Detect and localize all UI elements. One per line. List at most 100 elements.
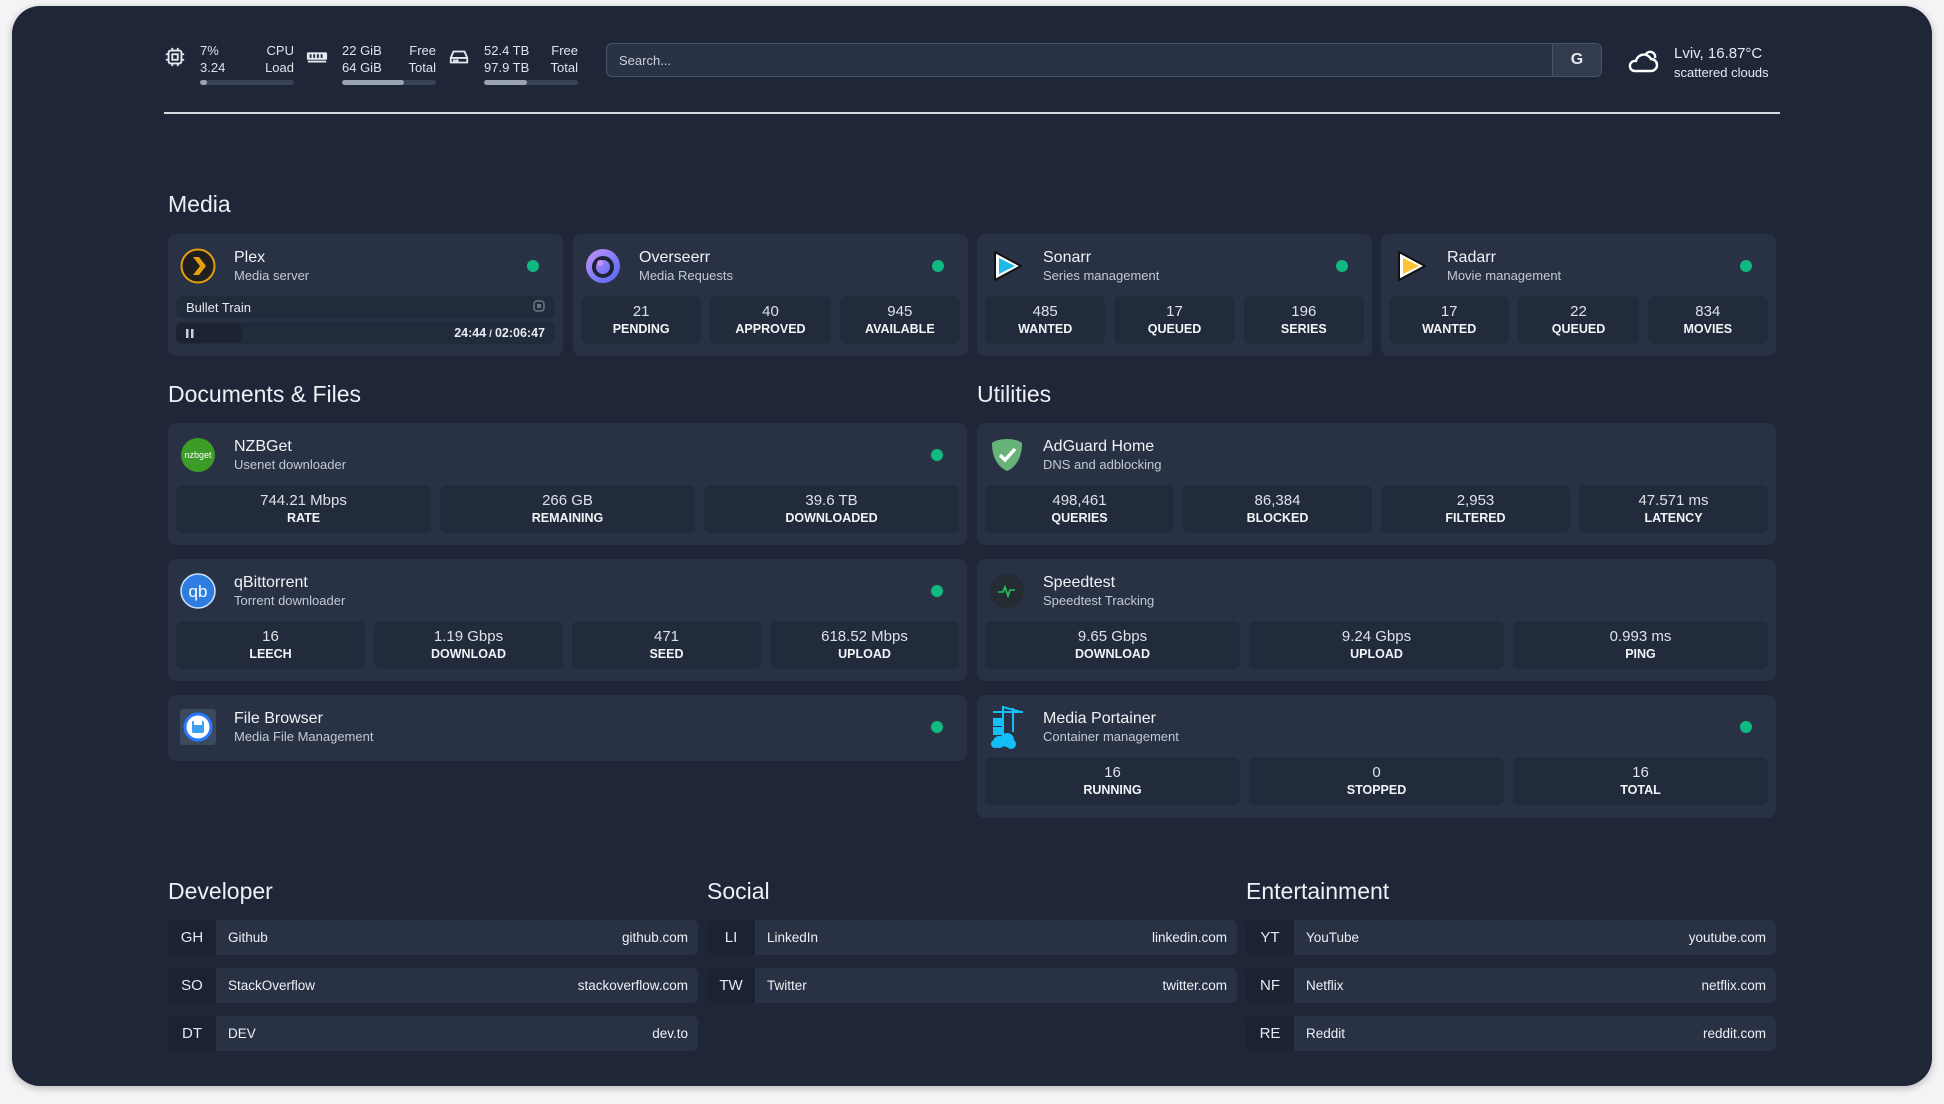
now-playing: Bullet Train (176, 296, 555, 318)
stat-label: PENDING (612, 322, 670, 336)
bookmark-github[interactable]: GH Github github.com (168, 920, 698, 955)
playback-position: 24:44 (454, 326, 487, 340)
bookmark-link[interactable]: Github github.com (216, 920, 698, 955)
header-divider (164, 112, 1780, 114)
stat-label: FILTERED (1445, 511, 1506, 525)
bookmark-stackoverflow[interactable]: SO StackOverflow stackoverflow.com (168, 968, 698, 1003)
card-title: Speedtest (1043, 574, 1116, 591)
bookmark-link[interactable]: Twitter twitter.com (755, 968, 1237, 1003)
service-card-radarr[interactable]: Radarr Movie management 17 WANTED 22 QUEUED 83… (1381, 234, 1776, 356)
cpu-bar (200, 80, 294, 85)
free-label: Free (551, 43, 578, 58)
sonarr-icon (989, 248, 1025, 284)
radarr-icon (1393, 248, 1429, 284)
bookmark-abbr: NF (1246, 968, 1294, 1003)
bookmark-link[interactable]: LinkedIn linkedin.com (755, 920, 1237, 955)
section-title-social: Social (707, 878, 770, 904)
card-stats: 17 WANTED 22 QUEUED 834 MOVIES (1389, 296, 1768, 344)
bookmark-url: youtube.com (1688, 930, 1766, 945)
service-card-sonarr[interactable]: Sonarr Series management 485 WANTED 17 QUEUED… (977, 234, 1372, 356)
bookmark-abbr: TW (707, 968, 755, 1003)
bookmark-link[interactable]: Netflix netflix.com (1294, 968, 1776, 1003)
stat-download: 9.65 Gbps DOWNLOAD (985, 621, 1240, 669)
section-title-developer: Developer (168, 878, 273, 904)
stat-value: 86,384 (1254, 492, 1301, 509)
bookmark-youtube[interactable]: YT YouTube youtube.com (1246, 920, 1776, 955)
now-playing-title: Bullet Train (186, 299, 252, 315)
stat-label: SEED (649, 647, 684, 661)
search-input[interactable] (607, 44, 1552, 76)
qbittorrent-icon: qb (180, 573, 216, 609)
service-card-nzbget[interactable]: nzbget NZBGet Usenet downloader 744.21 Mbps… (168, 423, 967, 545)
adguard-icon (989, 437, 1025, 473)
card-title: qBittorrent (234, 574, 308, 591)
service-card-file-browser[interactable]: File Browser Media File Management (168, 695, 967, 761)
stat-value: 40 (762, 303, 779, 320)
stat-queries: 498,461 QUERIES (985, 485, 1174, 533)
weather-location-temp: Lviv, 16.87°C (1674, 45, 1763, 62)
card-subtitle: Media server (234, 268, 310, 283)
bookmark-link[interactable]: YouTube youtube.com (1294, 920, 1776, 955)
status-indicator (1336, 260, 1348, 272)
card-stats: 16 LEECH 1.19 Gbps DOWNLOAD 471 SEED 618.52 Mb… (176, 621, 959, 669)
stat-label: TOTAL (1620, 783, 1661, 797)
service-card-overseerr[interactable]: Overseerr Media Requests 21 PENDING 40 APPROV… (573, 234, 968, 356)
memory-icon (306, 42, 328, 73)
stat-running: 16 RUNNING (985, 757, 1240, 805)
stat-label: AVAILABLE (864, 322, 935, 336)
stat-value: 471 (653, 628, 680, 645)
bookmark-name: Github (228, 930, 268, 945)
bookmark-linkedin[interactable]: LI LinkedIn linkedin.com (707, 920, 1237, 955)
bookmark-dev[interactable]: DT DEV dev.to (168, 1016, 698, 1051)
stat-label: WANTED (1422, 322, 1477, 336)
stat-label: QUERIES (1051, 511, 1108, 525)
card-title: NZBGet (234, 438, 292, 455)
card-stats: 485 WANTED 17 QUEUED 196 SERIES (985, 296, 1364, 344)
bookmark-link[interactable]: DEV dev.to (216, 1016, 698, 1051)
bookmark-url: reddit.com (1702, 1026, 1766, 1041)
bookmark-netflix[interactable]: NF Netflix netflix.com (1246, 968, 1776, 1003)
section-title-documents: Documents & Files (168, 381, 362, 407)
stat-value: 2,953 (1456, 492, 1495, 509)
card-header: AdGuard Home DNS and adblocking (985, 433, 1768, 477)
card-subtitle: Torrent downloader (234, 593, 346, 608)
bookmark-link[interactable]: StackOverflow stackoverflow.com (216, 968, 698, 1003)
transcode-icon (533, 299, 545, 315)
card-header: Overseerr Media Requests (581, 244, 960, 288)
stat-queued: 22 QUEUED (1518, 296, 1639, 344)
speedtest-icon (989, 573, 1025, 609)
weather-condition: scattered clouds (1674, 65, 1769, 80)
stat-label: DOWNLOAD (431, 647, 506, 661)
stat-value: 0 (1372, 764, 1381, 781)
bookmark-url: twitter.com (1162, 978, 1227, 993)
dashboard-frame (12, 6, 1932, 1086)
bookmark-reddit[interactable]: RE Reddit reddit.com (1246, 1016, 1776, 1051)
service-card-adguard-home[interactable]: AdGuard Home DNS and adblocking 498,461 QUE… (977, 423, 1776, 545)
stat-value: 16 (262, 628, 279, 645)
service-card-qbittorrent[interactable]: qb qBittorrent Torrent downloader 16 LEECH 1.… (168, 559, 967, 681)
plex-icon (180, 248, 216, 284)
status-indicator (931, 585, 943, 597)
stat-value: 9.65 Gbps (1077, 628, 1148, 645)
service-card-media-portainer[interactable]: Media Portainer Container management 16 RUN… (977, 695, 1776, 818)
stat-value: 16 (1632, 764, 1649, 781)
svg-text:nzbget: nzbget (184, 450, 212, 460)
stat-label: QUEUED (1551, 322, 1606, 336)
memory-free: 22 GiB (342, 43, 382, 58)
search-provider-button[interactable]: G (1552, 44, 1601, 76)
cpu-label: CPU (266, 43, 294, 58)
card-header: qb qBittorrent Torrent downloader (176, 569, 959, 613)
pause-button[interactable] (176, 323, 242, 343)
status-indicator (527, 260, 539, 272)
stat-label: LEECH (249, 647, 292, 661)
bookmark-twitter[interactable]: TW Twitter twitter.com (707, 968, 1237, 1003)
filebrowser-icon (180, 709, 216, 745)
stat-label: DOWNLOAD (1075, 647, 1150, 661)
disk-widget: 52.4 TB Free 97.9 TB Total (448, 42, 578, 85)
stat-stopped: 0 STOPPED (1249, 757, 1504, 805)
bookmark-link[interactable]: Reddit reddit.com (1294, 1016, 1776, 1051)
service-card-speedtest[interactable]: Speedtest Speedtest Tracking 9.65 Gbps DOWN… (977, 559, 1776, 681)
service-card-plex[interactable]: Plex Media server Bullet Train 24:44/02:06:… (168, 234, 563, 356)
weather-widget[interactable]: Lviv, 16.87°C scattered clouds (1626, 44, 1769, 82)
stat-label: APPROVED (735, 322, 806, 336)
